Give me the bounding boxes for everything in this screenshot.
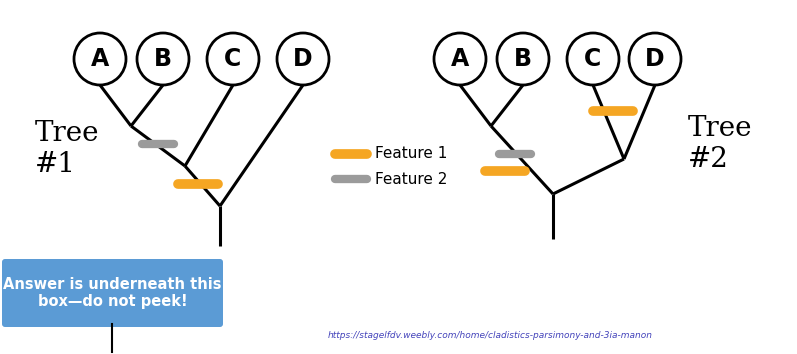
Text: D: D: [646, 47, 665, 71]
Circle shape: [434, 33, 486, 85]
Circle shape: [497, 33, 549, 85]
Text: Tree
#2: Tree #2: [688, 115, 752, 173]
Circle shape: [137, 33, 189, 85]
Circle shape: [277, 33, 329, 85]
Circle shape: [207, 33, 259, 85]
Text: Feature 1: Feature 1: [375, 147, 447, 161]
Circle shape: [74, 33, 126, 85]
Text: Tree
#1: Tree #1: [35, 120, 100, 178]
Text: D: D: [293, 47, 312, 71]
Text: Answer is underneath this
box—do not peek!: Answer is underneath this box—do not pee…: [3, 277, 222, 309]
FancyBboxPatch shape: [2, 259, 223, 327]
Text: B: B: [154, 47, 172, 71]
Text: C: C: [584, 47, 602, 71]
Text: https://stagelfdv.weebly.com/home/cladistics-parsimony-and-3ia-manon: https://stagelfdv.weebly.com/home/cladis…: [328, 331, 653, 341]
Text: B: B: [514, 47, 532, 71]
Circle shape: [567, 33, 619, 85]
Text: Feature 2: Feature 2: [375, 171, 447, 187]
Text: A: A: [91, 47, 109, 71]
Text: C: C: [225, 47, 241, 71]
Text: A: A: [451, 47, 469, 71]
Circle shape: [629, 33, 681, 85]
